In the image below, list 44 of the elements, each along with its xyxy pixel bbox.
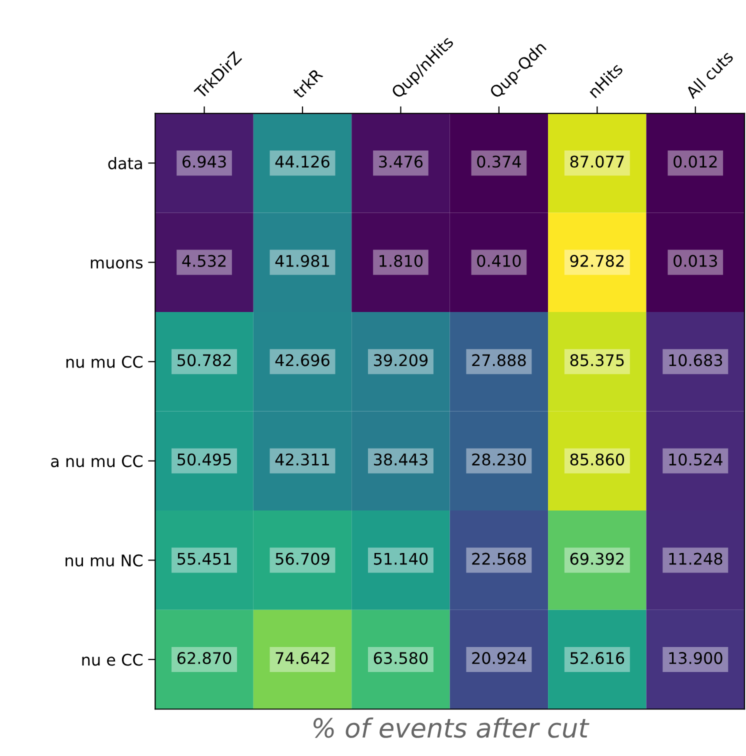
data-label: 42.696 [275, 354, 330, 366]
data-label: 3.476 [379, 156, 423, 168]
data-label: 22.568 [472, 552, 526, 565]
y-tick-label: nu mu CC [66, 356, 142, 368]
data-label: 56.709 [276, 552, 330, 565]
data-label: 4.532 [182, 254, 226, 267]
x-axis-title: % of events after cut [314, 717, 590, 738]
data-label: 42.311 [275, 453, 329, 466]
data-label: 0.012 [674, 156, 717, 168]
data-label: 6.943 [182, 156, 226, 168]
data-label: 85.375 [570, 354, 624, 366]
data-label: 28.230 [472, 453, 526, 466]
data-label: 69.392 [570, 552, 624, 565]
data-label: 10.524 [669, 453, 722, 466]
data-label: 39.209 [374, 354, 428, 366]
x-tick-label: All cuts [684, 50, 734, 100]
data-label: 55.451 [178, 552, 231, 565]
data-label: 11.248 [669, 552, 722, 565]
data-label: 52.616 [570, 652, 624, 664]
data-label: 0.410 [477, 254, 521, 267]
data-label: 74.642 [276, 652, 329, 664]
data-label: 10.683 [669, 354, 722, 366]
data-label: 0.013 [674, 254, 717, 267]
data-label: 92.782 [570, 254, 624, 267]
y-tick-label: nu e CC [82, 654, 142, 666]
data-label: 41.981 [275, 254, 329, 267]
data-label: 1.810 [380, 254, 423, 267]
data-label: 50.495 [178, 453, 231, 466]
data-label: 62.870 [177, 652, 232, 664]
data-label: 51.140 [374, 552, 428, 565]
data-label: 63.580 [374, 652, 428, 664]
data-label: 50.782 [178, 354, 231, 366]
y-tick-label: a nu mu CC [51, 455, 142, 468]
data-label: 0.374 [477, 156, 521, 168]
data-label: 38.443 [374, 453, 428, 466]
data-label: 85.860 [570, 453, 624, 466]
data-label: 27.888 [472, 354, 526, 366]
y-tick-label: muons [90, 259, 143, 269]
data-label: 13.900 [669, 652, 722, 664]
y-tick-label: nu mu NC [66, 554, 142, 566]
data-label: 87.077 [570, 156, 624, 168]
data-label: 20.924 [472, 652, 526, 664]
y-tick-label: data [108, 156, 142, 170]
data-label: 44.126 [275, 156, 330, 168]
